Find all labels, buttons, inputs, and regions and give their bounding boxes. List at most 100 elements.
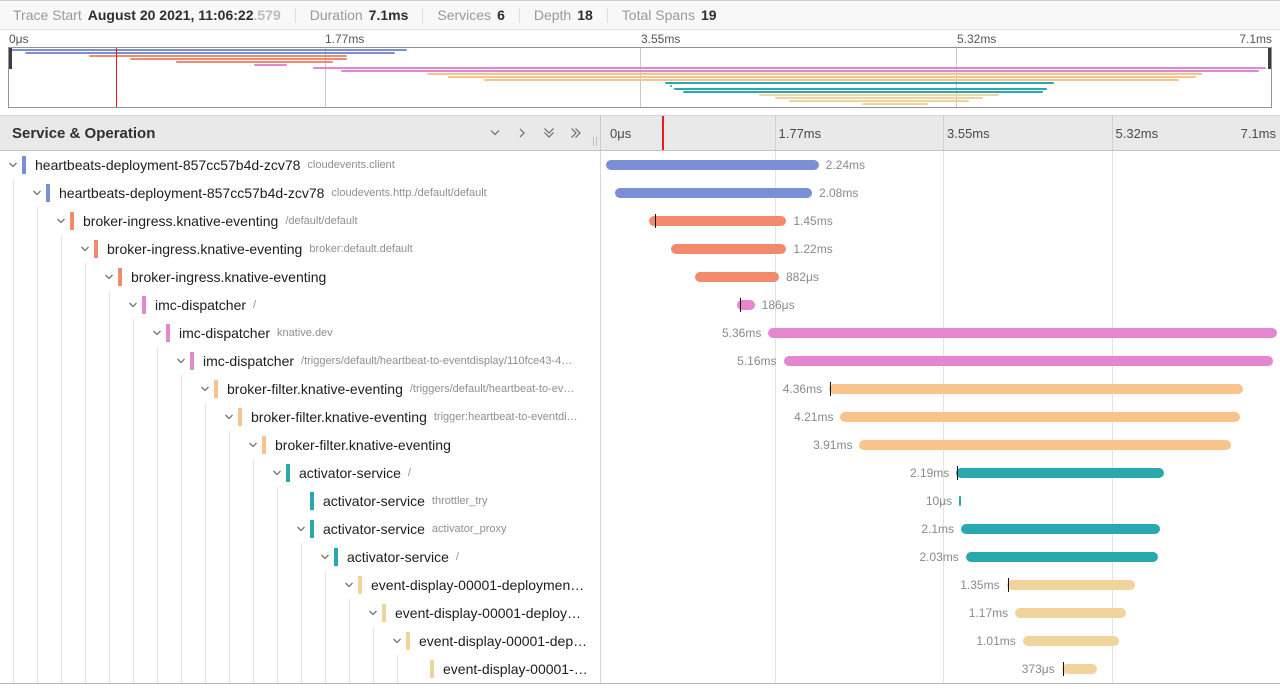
span-row[interactable]: event-display-00001-… 373μs xyxy=(0,655,1280,683)
divider xyxy=(518,7,520,23)
tree-indent-guide xyxy=(61,655,62,683)
span-row[interactable]: imc-dispatcher knative.dev 5.36ms xyxy=(0,319,1280,347)
span-row[interactable]: imc-dispatcher/triggers/default/heartbea… xyxy=(0,347,1280,375)
minimap-canvas[interactable] xyxy=(8,47,1272,108)
chevron-down-icon[interactable] xyxy=(268,464,286,482)
duration-value: 7.1ms xyxy=(368,7,409,23)
tree-indent-guide xyxy=(13,459,14,487)
minimap-cursor-line xyxy=(115,48,117,107)
service-name: activator-service xyxy=(299,465,401,481)
chevron-down-icon[interactable] xyxy=(196,380,214,398)
span-bar[interactable] xyxy=(859,440,1231,450)
span-row[interactable]: event-display-00001-dep… 1.01ms xyxy=(0,627,1280,655)
service-name: imc-dispatcher xyxy=(203,353,295,369)
span-bar[interactable] xyxy=(1015,608,1127,618)
span-row[interactable]: activator-service activator_proxy 2.1ms xyxy=(0,515,1280,543)
tree-indent-guide xyxy=(253,487,254,515)
chevron-down-icon[interactable] xyxy=(487,125,503,141)
span-bar[interactable] xyxy=(829,384,1243,394)
column-resizer-grip[interactable] xyxy=(593,137,597,146)
chevron-down-icon[interactable] xyxy=(52,212,70,230)
span-row[interactable]: broker-ingress.knative-eventing/default/… xyxy=(0,207,1280,235)
chevron-down-icon[interactable] xyxy=(244,436,262,454)
span-bar[interactable] xyxy=(840,412,1241,422)
span-bar[interactable] xyxy=(965,552,1159,562)
chevron-down-icon[interactable] xyxy=(148,324,166,342)
double-chevron-right-icon[interactable] xyxy=(568,125,584,141)
span-row[interactable]: broker-filter.knative-eventing/triggers/… xyxy=(0,375,1280,403)
span-duration-label: 3.91ms xyxy=(813,438,853,452)
span-bar[interactable] xyxy=(956,468,1165,478)
operation-name: / xyxy=(455,551,459,563)
span-row[interactable]: broker-filter.knative-eventing 3.91ms xyxy=(0,431,1280,459)
chevron-down-icon[interactable] xyxy=(316,548,334,566)
span-bar[interactable] xyxy=(959,496,962,506)
chevron-right-icon[interactable] xyxy=(514,125,530,141)
span-row[interactable]: broker-filter.knative-eventing trigger:he… xyxy=(0,403,1280,431)
span-row[interactable]: event-display-00001-deploy… 1.17ms xyxy=(0,599,1280,627)
span-bar-cell: 373μs xyxy=(601,655,1280,683)
tree-indent-guide xyxy=(325,627,326,655)
span-row[interactable]: event-display-00001-deploymen… 1.35ms xyxy=(0,571,1280,599)
chevron-down-icon[interactable] xyxy=(388,632,406,650)
tree-indent-guide xyxy=(325,571,326,599)
tree-indent-guide xyxy=(61,347,62,375)
chevron-down-icon[interactable] xyxy=(28,184,46,202)
tree-indent-guide xyxy=(157,515,158,543)
span-bar[interactable] xyxy=(614,188,812,198)
span-bar[interactable] xyxy=(606,160,819,170)
tree-indent-guide xyxy=(13,543,14,571)
operation-name: broker:default.default xyxy=(309,243,413,255)
service-name: heartbeats-deployment-857cc57b4d-zcv78 xyxy=(35,157,301,173)
span-row[interactable]: activator-service throttler_try 10μs xyxy=(0,487,1280,515)
tree-indent-guide xyxy=(61,571,62,599)
minimap-span-bar xyxy=(254,64,288,67)
span-row[interactable]: broker-ingress.knative-eventing 882μs xyxy=(0,263,1280,291)
span-row[interactable]: heartbeats-deployment-857cc57b4d-zcv78 cl… xyxy=(0,151,1280,179)
divider xyxy=(606,7,608,23)
timeline-tick-label: 0μs xyxy=(610,126,632,141)
tree-indent-guide xyxy=(229,627,230,655)
tree-indent-guide xyxy=(205,459,206,487)
span-bar[interactable] xyxy=(783,356,1274,366)
chevron-down-icon[interactable] xyxy=(292,520,310,538)
span-row[interactable]: activator-service / 2.03ms xyxy=(0,543,1280,571)
span-bar[interactable] xyxy=(1006,580,1135,590)
span-color-chip xyxy=(430,660,434,678)
span-color-chip xyxy=(310,520,314,538)
chevron-down-icon[interactable] xyxy=(364,604,382,622)
span-color-chip xyxy=(214,380,218,398)
chevron-down-icon[interactable] xyxy=(4,156,22,174)
span-bar-cell: 5.16ms xyxy=(601,347,1280,375)
span-bar[interactable] xyxy=(670,244,787,254)
span-row[interactable]: broker-ingress.knative-eventing broker:de… xyxy=(0,235,1280,263)
span-row[interactable]: imc-dispatcher / 186μs xyxy=(0,291,1280,319)
span-bar[interactable] xyxy=(737,300,755,310)
span-bar[interactable] xyxy=(961,524,1161,534)
tree-indent-guide xyxy=(109,319,110,347)
double-chevron-down-icon[interactable] xyxy=(541,125,557,141)
span-bar[interactable] xyxy=(1022,636,1119,646)
span-row[interactable]: activator-service / 2.19ms xyxy=(0,459,1280,487)
span-bar[interactable] xyxy=(648,216,787,226)
divider xyxy=(294,7,296,23)
tree-indent-guide xyxy=(13,319,14,347)
chevron-down-icon[interactable] xyxy=(124,296,142,314)
chevron-down-icon[interactable] xyxy=(220,408,238,426)
chevron-down-icon[interactable] xyxy=(100,268,118,286)
span-bar[interactable] xyxy=(1061,664,1098,674)
span-name-cell: broker-ingress.knative-eventing xyxy=(0,263,601,291)
span-row[interactable]: heartbeats-deployment-857cc57b4d-zcv78 cl… xyxy=(0,179,1280,207)
tree-indent-guide xyxy=(181,431,182,459)
minimap-span-bar xyxy=(682,91,1044,94)
minimap-left-handle[interactable] xyxy=(9,48,12,69)
span-bar[interactable] xyxy=(768,328,1278,338)
tree-indent-guide xyxy=(37,375,38,403)
chevron-down-icon[interactable] xyxy=(172,352,190,370)
tree-indent-guide xyxy=(37,291,38,319)
span-bar[interactable] xyxy=(695,272,779,282)
minimap-right-handle[interactable] xyxy=(1268,48,1271,69)
chevron-down-icon[interactable] xyxy=(340,576,358,594)
chevron-down-icon[interactable] xyxy=(76,240,94,258)
span-bar-plot: 1.01ms xyxy=(606,627,1280,655)
